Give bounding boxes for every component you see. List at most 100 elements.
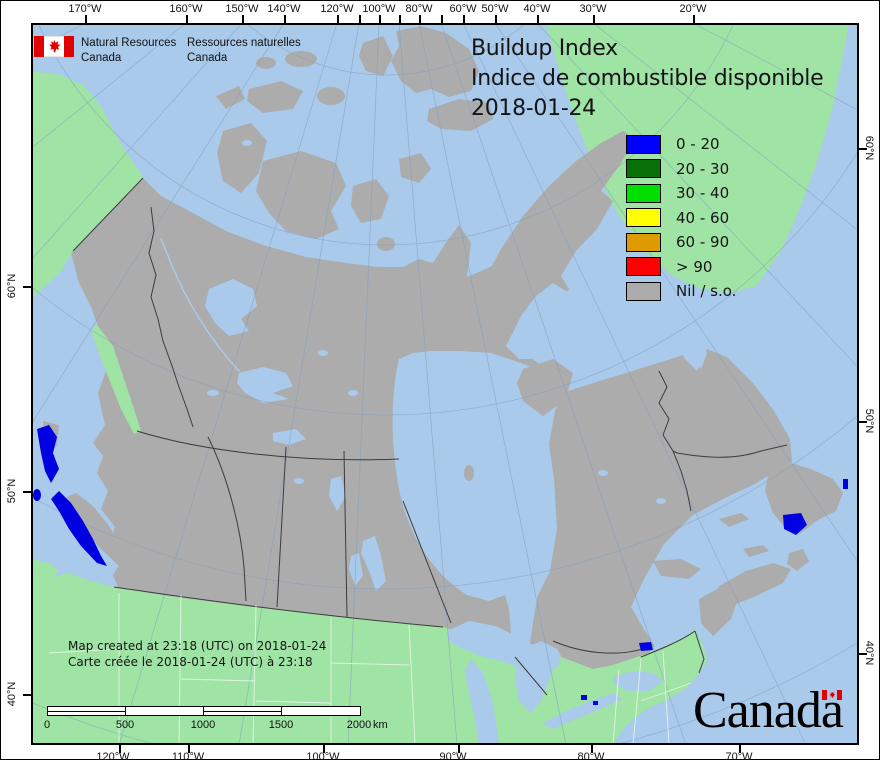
title-date: 2018-01-24 (471, 96, 596, 121)
longitude-label: 80°W (577, 751, 605, 763)
scalebar-label: 1000 (190, 719, 216, 731)
lake-winnipeg (361, 536, 386, 591)
logo-text-en: Natural Resources Canada (81, 36, 176, 65)
longitude-label: 90°W (439, 751, 467, 763)
title-line2: Indice de combustible disponible (471, 66, 824, 91)
latitude-label: 50°N (863, 408, 875, 434)
longitude-tick (337, 15, 339, 23)
logo-fr-line2: Canada (187, 51, 228, 64)
scalebar-label: 2000 (346, 719, 372, 731)
longitude-label: 120°W (320, 3, 354, 15)
lake-erie (543, 693, 623, 729)
legend-item: Nil / s.o. (626, 281, 736, 301)
legend: 0 - 20 20 - 30 30 - 40 40 - 60 60 - 90 >… (626, 134, 736, 306)
longitude-label: 50°W (481, 3, 509, 15)
wordmark-flag-icon (822, 690, 842, 700)
legend-label: 30 - 40 (676, 184, 730, 202)
scalebar-half-line (47, 710, 125, 712)
longitude-tick (693, 15, 695, 23)
scalebar-divider (281, 707, 282, 715)
latitude-tick (23, 491, 31, 493)
map-credit: Map created at 23:18 (UTC) on 2018-01-24… (68, 638, 326, 670)
alaska-border (72, 177, 144, 252)
us-canada-border-west (113, 586, 444, 628)
legend-swatch (626, 232, 661, 252)
latitude-label: 60°N (6, 273, 18, 299)
longitude-label: 100°W (362, 3, 396, 15)
st-lawrence-river (657, 545, 737, 645)
canada-flag-icon (34, 36, 74, 57)
credit-line2: Carte créée le 2018-01-24 (UTC) à 23:18 (68, 655, 313, 669)
logo-text-fr: Ressources naturelles Canada (187, 36, 301, 65)
quebec-labrador-border (658, 370, 788, 512)
longitude-label: 70°W (725, 751, 753, 763)
latitude-label: 40°N (863, 640, 875, 666)
bui-ottawa (639, 642, 653, 651)
legend-label: 20 - 30 (676, 159, 730, 178)
bui-avalon (843, 479, 848, 489)
gaspe-peninsula (653, 559, 701, 579)
legend-swatch (626, 134, 661, 154)
longitude-label: 170°W (68, 3, 102, 15)
longitude-label: 120°W (96, 751, 130, 763)
legend-item: 0 - 20 (626, 134, 736, 154)
us-state-lines (48, 593, 692, 745)
longitude-tick (242, 15, 244, 23)
scalebar-unit: km (373, 719, 388, 731)
lake-ontario (613, 671, 663, 691)
longitude-tick (399, 15, 401, 23)
alaska-panhandle (91, 325, 141, 434)
manitoba-ontario-border (402, 500, 452, 624)
lake-michigan (465, 659, 499, 745)
longitude-tick (186, 15, 188, 23)
bui-haida-gwaii (37, 425, 59, 483)
longitude-label: 80°W (405, 3, 433, 15)
legend-item: 40 - 60 (626, 208, 736, 228)
longitude-tick (323, 745, 325, 753)
us-canada-border-east (640, 630, 705, 674)
longitude-tick (495, 15, 497, 23)
legend-item: 20 - 30 (626, 159, 736, 179)
longitude-label: 60°W (449, 3, 477, 15)
arctic-islands (43, 26, 636, 566)
longitude-label: 40°W (523, 3, 551, 15)
legend-label: Nil / s.o. (676, 282, 737, 300)
ottawa-river-border (552, 640, 643, 654)
longitude-label: 30°W (579, 3, 607, 15)
latitude-tick (859, 653, 867, 655)
latitude-label: 60°N (863, 135, 875, 161)
southampton-island (517, 359, 573, 416)
longitude-tick (739, 745, 741, 753)
legend-swatch (626, 159, 661, 178)
longitude-tick (284, 15, 286, 23)
longitude-tick (441, 15, 443, 23)
hudson-bay (392, 351, 563, 661)
cape-breton (787, 549, 809, 571)
belcher-islands (464, 465, 474, 481)
longitude-tick (537, 15, 539, 23)
great-slave-lake (237, 367, 293, 403)
baffin-island (471, 131, 636, 343)
logo-en-line1: Natural Resources (81, 37, 177, 49)
scalebar-divider (125, 707, 126, 715)
longitude-tick (591, 745, 593, 753)
longitude-label: 100°W (306, 751, 340, 763)
map-canvas (31, 23, 859, 745)
credit-line1: Map created at 23:18 (UTC) on 2018-01-24 (68, 639, 327, 653)
ontario-quebec-border (514, 656, 548, 696)
legend-label: 0 - 20 (676, 135, 720, 153)
lake-winnipegosis (349, 553, 363, 586)
legend-swatch (626, 208, 661, 227)
longitude-tick (188, 745, 190, 753)
legend-item: > 90 (626, 257, 736, 277)
graticule (31, 23, 859, 745)
scalebar-label: 500 (115, 719, 135, 731)
alaska-landmass (31, 71, 143, 299)
legend-label: 60 - 90 (676, 233, 730, 251)
legend-swatch (626, 183, 661, 203)
scalebar-half-line (203, 710, 281, 712)
reindeer-lake (329, 476, 346, 511)
latitude-label: 50°N (6, 478, 18, 504)
legend-label: > 90 (676, 257, 713, 276)
